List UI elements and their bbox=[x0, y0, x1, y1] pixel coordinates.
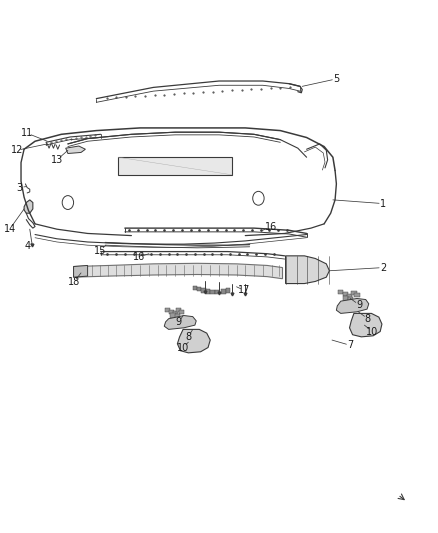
Polygon shape bbox=[74, 265, 88, 277]
Polygon shape bbox=[350, 313, 382, 337]
Bar bbox=[343, 292, 348, 296]
Bar bbox=[165, 308, 170, 312]
Bar bbox=[351, 291, 357, 295]
Bar bbox=[347, 294, 352, 298]
Text: 16: 16 bbox=[265, 222, 277, 231]
Text: 16: 16 bbox=[133, 252, 145, 262]
Text: 9: 9 bbox=[356, 300, 362, 310]
Bar bbox=[354, 293, 360, 297]
Bar bbox=[210, 290, 215, 294]
Text: 8: 8 bbox=[185, 332, 191, 342]
Polygon shape bbox=[24, 200, 33, 213]
Text: 17: 17 bbox=[238, 286, 251, 295]
Text: 14: 14 bbox=[4, 224, 16, 234]
Polygon shape bbox=[336, 298, 369, 313]
Bar bbox=[206, 289, 210, 294]
Text: 3: 3 bbox=[17, 183, 23, 192]
Bar bbox=[179, 310, 184, 314]
Polygon shape bbox=[74, 263, 283, 279]
Bar bbox=[221, 289, 226, 294]
Text: 7: 7 bbox=[347, 341, 353, 350]
Text: 5: 5 bbox=[333, 74, 339, 84]
Bar bbox=[175, 314, 180, 319]
Bar bbox=[173, 311, 178, 316]
Bar bbox=[170, 313, 176, 318]
Bar bbox=[348, 297, 353, 302]
Bar bbox=[193, 286, 197, 290]
Bar bbox=[338, 290, 343, 294]
Text: 10: 10 bbox=[366, 327, 378, 336]
Text: 11: 11 bbox=[21, 128, 33, 138]
Polygon shape bbox=[286, 256, 329, 284]
Text: 18: 18 bbox=[67, 278, 80, 287]
Polygon shape bbox=[66, 146, 85, 154]
Text: 9: 9 bbox=[176, 318, 182, 327]
Bar bbox=[169, 310, 174, 314]
Polygon shape bbox=[177, 329, 210, 353]
Polygon shape bbox=[118, 157, 232, 175]
Text: 13: 13 bbox=[51, 155, 63, 165]
Polygon shape bbox=[164, 316, 196, 329]
Bar bbox=[226, 288, 230, 293]
Text: 8: 8 bbox=[365, 314, 371, 324]
Text: 15: 15 bbox=[94, 246, 106, 255]
Bar bbox=[201, 288, 206, 293]
Bar bbox=[343, 296, 348, 301]
Bar bbox=[215, 290, 219, 294]
Bar bbox=[197, 287, 201, 291]
Text: 2: 2 bbox=[380, 263, 386, 272]
Text: 4: 4 bbox=[24, 241, 30, 251]
Text: 1: 1 bbox=[380, 199, 386, 208]
Text: 12: 12 bbox=[11, 146, 23, 155]
Text: 10: 10 bbox=[177, 343, 189, 352]
Bar bbox=[176, 308, 181, 312]
